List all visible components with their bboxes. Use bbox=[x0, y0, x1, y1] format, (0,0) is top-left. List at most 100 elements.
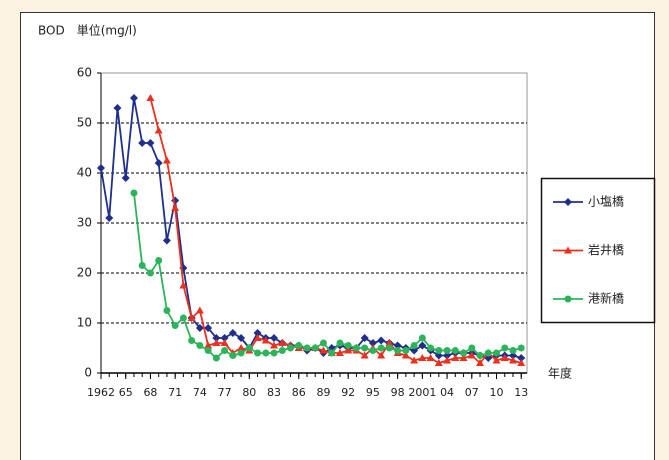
data-point bbox=[212, 354, 220, 362]
data-point bbox=[418, 341, 427, 350]
data-point bbox=[377, 344, 385, 352]
legend-marker bbox=[564, 246, 572, 254]
y-tick-label: 30 bbox=[77, 216, 92, 230]
data-point bbox=[484, 349, 492, 357]
series-line bbox=[100, 97, 522, 359]
data-point bbox=[508, 351, 517, 360]
data-point bbox=[204, 341, 213, 349]
data-point bbox=[459, 354, 468, 361]
data-point bbox=[171, 204, 180, 211]
x-tick-label: 07 bbox=[465, 386, 479, 399]
data-point bbox=[295, 342, 303, 349]
data-point bbox=[121, 174, 130, 182]
data-point bbox=[254, 349, 262, 357]
data-point bbox=[360, 351, 369, 359]
x-tick-label: 10 bbox=[490, 386, 504, 399]
data-point bbox=[262, 349, 270, 357]
data-point bbox=[311, 344, 319, 352]
data-point bbox=[434, 359, 443, 366]
data-point bbox=[187, 314, 196, 321]
data-point bbox=[270, 334, 279, 342]
legend-label: 港新橋 bbox=[588, 291, 624, 306]
data-point bbox=[435, 347, 443, 354]
x-tick-label: 65 bbox=[119, 386, 133, 399]
data-point bbox=[220, 334, 229, 342]
data-point bbox=[451, 354, 460, 361]
data-point bbox=[113, 104, 122, 112]
data-point bbox=[303, 344, 311, 352]
data-point bbox=[171, 322, 179, 329]
data-point bbox=[129, 94, 138, 102]
data-point bbox=[402, 347, 410, 354]
data-point bbox=[394, 347, 402, 354]
data-point bbox=[476, 352, 484, 359]
x-tick-label: 86 bbox=[292, 386, 306, 399]
data-point bbox=[97, 164, 105, 172]
data-point bbox=[195, 324, 204, 332]
data-point bbox=[237, 334, 246, 342]
data-point bbox=[212, 339, 221, 346]
data-point bbox=[493, 349, 501, 357]
data-point bbox=[443, 351, 452, 360]
data-point bbox=[162, 156, 171, 164]
x-tick-label: 13 bbox=[514, 386, 528, 399]
data-point bbox=[319, 339, 327, 347]
x-tick-label: 95 bbox=[366, 386, 380, 399]
data-point bbox=[369, 347, 377, 354]
y-tick-label: 10 bbox=[77, 316, 92, 330]
data-point bbox=[105, 214, 114, 222]
data-point bbox=[237, 349, 245, 357]
data-point bbox=[336, 339, 344, 347]
x-tick-label: 2001 bbox=[408, 386, 436, 399]
data-point bbox=[154, 126, 163, 134]
data-point bbox=[204, 324, 213, 332]
data-point bbox=[220, 339, 229, 346]
data-point bbox=[410, 342, 418, 349]
data-point bbox=[401, 351, 410, 359]
data-point bbox=[517, 359, 526, 366]
data-point bbox=[328, 349, 336, 357]
data-point bbox=[460, 349, 468, 357]
data-point bbox=[253, 334, 262, 341]
y-tick-label: 50 bbox=[77, 116, 92, 130]
data-point bbox=[179, 281, 188, 289]
y-tick-label: 0 bbox=[84, 366, 92, 380]
x-tick-label: 71 bbox=[168, 386, 182, 399]
x-tick-label: 98 bbox=[391, 386, 405, 399]
data-point bbox=[212, 334, 221, 342]
legend-label: 小塩橋 bbox=[588, 194, 624, 209]
data-point bbox=[344, 346, 353, 354]
data-point bbox=[204, 347, 212, 354]
data-point bbox=[443, 356, 452, 364]
x-tick-label: 92 bbox=[341, 386, 355, 399]
data-point bbox=[509, 347, 517, 354]
data-point bbox=[196, 342, 204, 349]
data-point bbox=[138, 139, 147, 147]
data-point bbox=[163, 307, 171, 314]
x-tick-label: 74 bbox=[193, 386, 207, 399]
data-point bbox=[228, 329, 237, 337]
data-point bbox=[261, 336, 270, 344]
legend-label: 岩井橋 bbox=[588, 242, 624, 257]
data-point bbox=[451, 347, 459, 354]
x-axis-label: 年度 bbox=[548, 366, 572, 381]
data-point bbox=[434, 351, 443, 360]
data-point bbox=[154, 159, 163, 167]
legend-marker bbox=[564, 295, 572, 303]
data-point bbox=[188, 337, 196, 344]
data-point bbox=[500, 354, 509, 361]
x-tick-label: 89 bbox=[316, 386, 330, 399]
x-tick-label: 83 bbox=[267, 386, 281, 399]
data-point bbox=[360, 334, 369, 342]
data-point bbox=[501, 344, 509, 352]
x-tick-label: 80 bbox=[242, 386, 256, 399]
data-point bbox=[278, 339, 287, 346]
legend-marker bbox=[564, 198, 572, 206]
data-point bbox=[517, 344, 525, 352]
y-tick-label: 40 bbox=[77, 166, 92, 180]
data-point bbox=[270, 349, 278, 357]
data-point bbox=[130, 189, 138, 197]
data-point bbox=[270, 341, 279, 349]
y-tick-label: 20 bbox=[77, 266, 92, 280]
